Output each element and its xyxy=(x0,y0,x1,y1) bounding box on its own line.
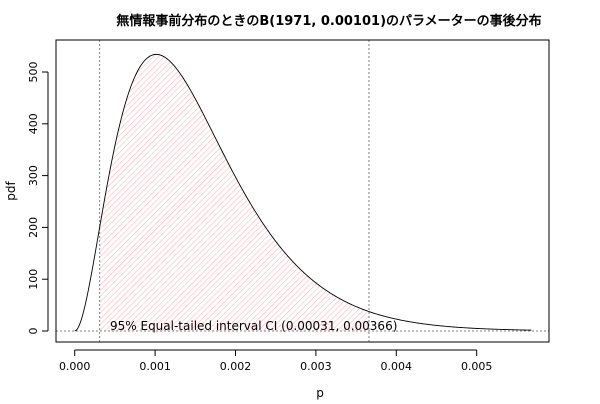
y-tick-label: 200 xyxy=(27,217,40,238)
pdf-curve xyxy=(74,53,532,332)
x-tick-label: 0.002 xyxy=(220,360,252,373)
x-tick-label: 0.003 xyxy=(300,360,332,373)
x-tick-label: 0.005 xyxy=(461,360,493,373)
x-axis-label: p xyxy=(316,386,324,400)
plot-box xyxy=(55,39,550,343)
y-tick-label: 0 xyxy=(27,328,40,335)
y-tick-label: 300 xyxy=(27,165,40,186)
ci-hatch-polygon xyxy=(99,54,369,332)
y-axis-label: pdf xyxy=(4,181,18,201)
chart-title: 無情報事前分布のときのB(1971, 0.00101)のパラメーターの事後分布 xyxy=(116,13,541,29)
y-tick-label: 500 xyxy=(27,62,40,83)
ci-hatch-area xyxy=(99,54,369,332)
y-tick-label: 400 xyxy=(27,113,40,134)
x-tick-label: 0.001 xyxy=(139,360,171,373)
x-tick-label: 0.004 xyxy=(381,360,413,373)
ci-label: 95% Equal-tailed interval CI (0.00031, 0… xyxy=(110,319,397,333)
y-axis: 0 100 200 300 400 500 xyxy=(27,62,49,335)
x-tick-label: 0.000 xyxy=(59,360,91,373)
y-tick-label: 100 xyxy=(27,269,40,290)
x-axis: 0.000 0.001 0.002 0.003 0.004 0.005 xyxy=(59,349,493,373)
